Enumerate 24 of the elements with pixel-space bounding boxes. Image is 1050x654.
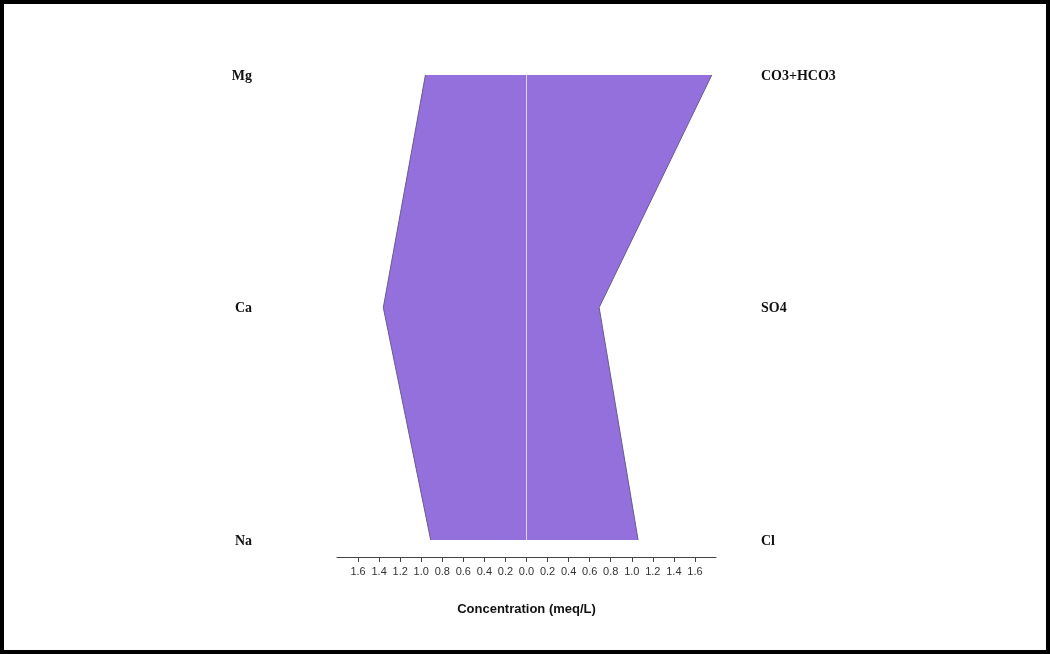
y-tick-label: Mg — [231, 67, 252, 83]
x-tick-label: 1.0 — [413, 564, 429, 577]
x-tick-label: 0.6 — [582, 564, 598, 577]
x-tick-label: 0.0 — [518, 564, 535, 577]
y-tick-label: Ca — [234, 300, 252, 315]
x-tick-label: 0.6 — [455, 564, 471, 577]
x-tick-label: 1.0 — [624, 564, 640, 577]
x-tick-label: 1.2 — [392, 564, 408, 577]
x-tick-label: 0.4 — [476, 564, 493, 577]
y2-tick-label: CO3+HCO3 — [761, 67, 836, 83]
x-tick-label: 0.2 — [539, 564, 556, 577]
x-tick-label: 0.2 — [497, 564, 514, 577]
x-tick-label: 0.8 — [434, 564, 450, 577]
x-tick-label: 1.6 — [350, 564, 366, 577]
x-tick-label: 0.4 — [560, 564, 577, 577]
x-tick-label: 0.8 — [603, 564, 619, 577]
x-tick-label: 1.2 — [645, 564, 661, 577]
x-tick-label: 1.4 — [666, 564, 682, 577]
y2-tick-label: Cl — [761, 532, 776, 548]
x-tick-label: 1.6 — [687, 564, 703, 577]
y2-tick-label: SO4 — [761, 300, 787, 315]
y-tick-label: Na — [234, 532, 252, 548]
x-axis-title: Concentration (meq/L) — [457, 601, 596, 616]
x-tick-label: 1.4 — [371, 564, 387, 577]
